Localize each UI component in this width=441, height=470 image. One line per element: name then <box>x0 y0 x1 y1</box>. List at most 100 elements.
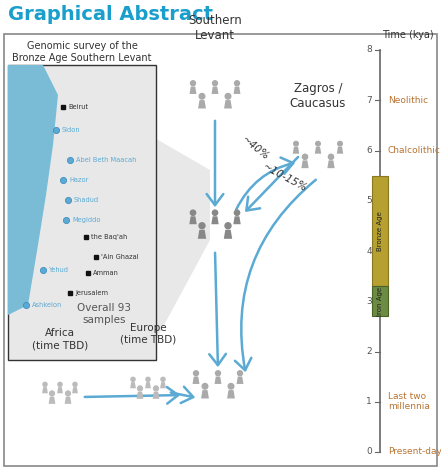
Circle shape <box>153 386 158 391</box>
Polygon shape <box>198 230 206 239</box>
Text: Overall 93
samples: Overall 93 samples <box>77 304 131 325</box>
Circle shape <box>235 81 239 86</box>
Polygon shape <box>227 390 235 399</box>
Text: 4: 4 <box>366 246 372 256</box>
Circle shape <box>191 81 195 86</box>
Polygon shape <box>130 382 136 388</box>
Text: Time (kya): Time (kya) <box>382 30 434 40</box>
Circle shape <box>66 391 71 396</box>
Circle shape <box>316 141 320 146</box>
Circle shape <box>329 154 333 159</box>
Circle shape <box>213 81 217 86</box>
Text: ~10-15%: ~10-15% <box>261 162 309 194</box>
Text: 2: 2 <box>366 347 372 356</box>
Text: Hazor: Hazor <box>69 177 88 183</box>
Circle shape <box>228 384 234 389</box>
Text: 8: 8 <box>366 46 372 55</box>
Circle shape <box>73 383 77 386</box>
Text: Shadud: Shadud <box>74 197 99 203</box>
Circle shape <box>202 384 208 389</box>
Text: Chalcolithic: Chalcolithic <box>388 146 441 155</box>
Circle shape <box>294 141 298 146</box>
Circle shape <box>225 223 231 229</box>
Polygon shape <box>198 100 206 109</box>
Text: Southern
Levant: Southern Levant <box>188 14 242 42</box>
Circle shape <box>146 377 150 382</box>
Polygon shape <box>160 382 166 388</box>
Polygon shape <box>153 392 159 399</box>
Text: Abel Beth Maacah: Abel Beth Maacah <box>76 157 136 163</box>
Polygon shape <box>137 392 143 399</box>
Circle shape <box>225 94 231 99</box>
Polygon shape <box>315 147 321 154</box>
Text: Beirut: Beirut <box>68 104 88 110</box>
Text: Present-day: Present-day <box>388 447 441 456</box>
Circle shape <box>131 377 135 382</box>
Circle shape <box>191 210 196 215</box>
Text: Amman: Amman <box>93 270 119 276</box>
Circle shape <box>194 371 198 376</box>
Text: 6: 6 <box>366 146 372 155</box>
Text: 7: 7 <box>366 96 372 105</box>
Bar <box>8 65 156 360</box>
Text: Europe
(time TBD): Europe (time TBD) <box>120 323 176 345</box>
Text: 5: 5 <box>366 196 372 205</box>
Circle shape <box>213 210 218 215</box>
Circle shape <box>49 391 54 396</box>
Polygon shape <box>8 65 58 315</box>
Polygon shape <box>224 100 232 109</box>
Polygon shape <box>42 387 48 393</box>
Text: Last two
millennia: Last two millennia <box>388 392 430 411</box>
Text: Africa
(time TBD): Africa (time TBD) <box>32 329 88 350</box>
Text: 'Ain Ghazal: 'Ain Ghazal <box>101 254 138 260</box>
Circle shape <box>303 154 308 159</box>
Polygon shape <box>212 86 218 94</box>
Polygon shape <box>193 376 199 384</box>
Circle shape <box>138 386 142 391</box>
Circle shape <box>338 141 342 146</box>
Polygon shape <box>327 160 335 168</box>
Text: Zagros /
Caucasus: Zagros / Caucasus <box>290 82 346 110</box>
Text: Bronze Age: Bronze Age <box>377 211 383 251</box>
Circle shape <box>199 223 205 229</box>
Circle shape <box>199 94 205 99</box>
Polygon shape <box>234 86 240 94</box>
Bar <box>372 176 388 286</box>
Text: Iron Age: Iron Age <box>377 287 383 316</box>
Polygon shape <box>215 376 221 384</box>
Polygon shape <box>211 216 219 224</box>
Circle shape <box>58 383 62 386</box>
Circle shape <box>161 377 165 382</box>
Polygon shape <box>301 160 309 168</box>
Text: Neolithic: Neolithic <box>388 96 428 105</box>
Circle shape <box>216 371 220 376</box>
Text: Sidon: Sidon <box>62 127 81 133</box>
Polygon shape <box>65 397 71 404</box>
Text: 3: 3 <box>366 297 372 306</box>
Polygon shape <box>337 147 343 154</box>
Polygon shape <box>233 216 241 224</box>
Polygon shape <box>236 376 243 384</box>
Text: Genomic survey of the
Bronze Age Southern Levant: Genomic survey of the Bronze Age Souther… <box>12 41 152 63</box>
Polygon shape <box>145 382 151 388</box>
Polygon shape <box>156 139 210 340</box>
Polygon shape <box>72 387 78 393</box>
Text: the Baq'ah: the Baq'ah <box>91 234 127 240</box>
Circle shape <box>238 371 243 376</box>
Polygon shape <box>49 397 56 404</box>
Polygon shape <box>57 387 63 393</box>
Text: Yehud: Yehud <box>49 267 69 273</box>
Text: Megiddo: Megiddo <box>72 217 101 223</box>
Polygon shape <box>224 230 232 239</box>
Polygon shape <box>190 86 196 94</box>
Text: Graphical Abstract: Graphical Abstract <box>8 5 213 24</box>
Text: 0: 0 <box>366 447 372 456</box>
Bar <box>372 286 388 316</box>
Text: Ashkelon: Ashkelon <box>32 302 62 308</box>
Polygon shape <box>293 147 299 154</box>
Circle shape <box>43 383 47 386</box>
Polygon shape <box>201 390 209 399</box>
Polygon shape <box>189 216 197 224</box>
Circle shape <box>234 210 239 215</box>
Text: ~40%: ~40% <box>239 134 271 162</box>
